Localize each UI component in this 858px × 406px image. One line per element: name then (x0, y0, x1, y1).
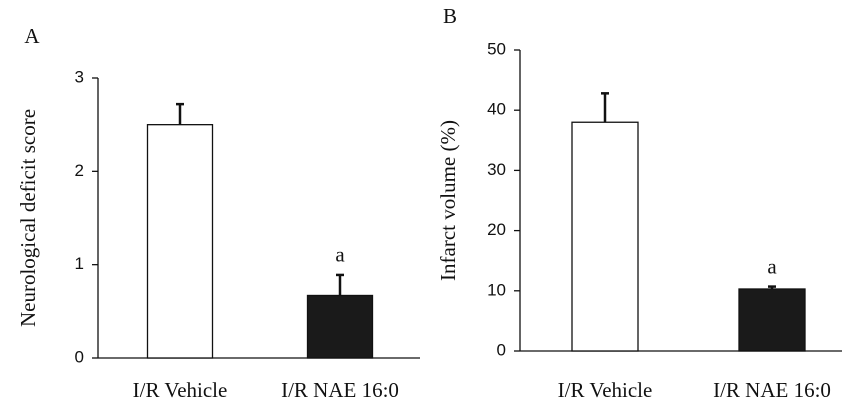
y-tick-label: 20 (487, 220, 506, 239)
bar (146, 124, 214, 359)
annotation: a (767, 254, 777, 278)
bar (571, 121, 639, 352)
panel-label: A (24, 24, 40, 48)
annotation: a (335, 243, 345, 267)
y-tick-label: 10 (487, 280, 506, 299)
panel-label: B (443, 4, 457, 28)
bar (306, 294, 374, 359)
y-tick-label: 2 (75, 161, 84, 180)
bar (738, 288, 806, 352)
y-axis-label: Infarct volume (%) (436, 120, 460, 281)
y-tick-label: 40 (487, 100, 506, 119)
y-tick-label: 30 (487, 160, 506, 179)
y-tick-label: 3 (75, 67, 84, 86)
y-axis-label: Neurological deficit score (16, 109, 40, 327)
y-tick-label: 50 (487, 39, 506, 58)
x-tick-label: I/R Vehicle (133, 378, 228, 402)
y-tick-label: 0 (497, 340, 506, 359)
x-tick-label: I/R Vehicle (558, 378, 653, 402)
x-tick-label: I/R NAE 16:0 (713, 378, 831, 402)
x-tick-label: I/R NAE 16:0 (281, 378, 399, 402)
y-tick-label: 0 (75, 347, 84, 366)
y-tick-label: 1 (75, 254, 84, 273)
